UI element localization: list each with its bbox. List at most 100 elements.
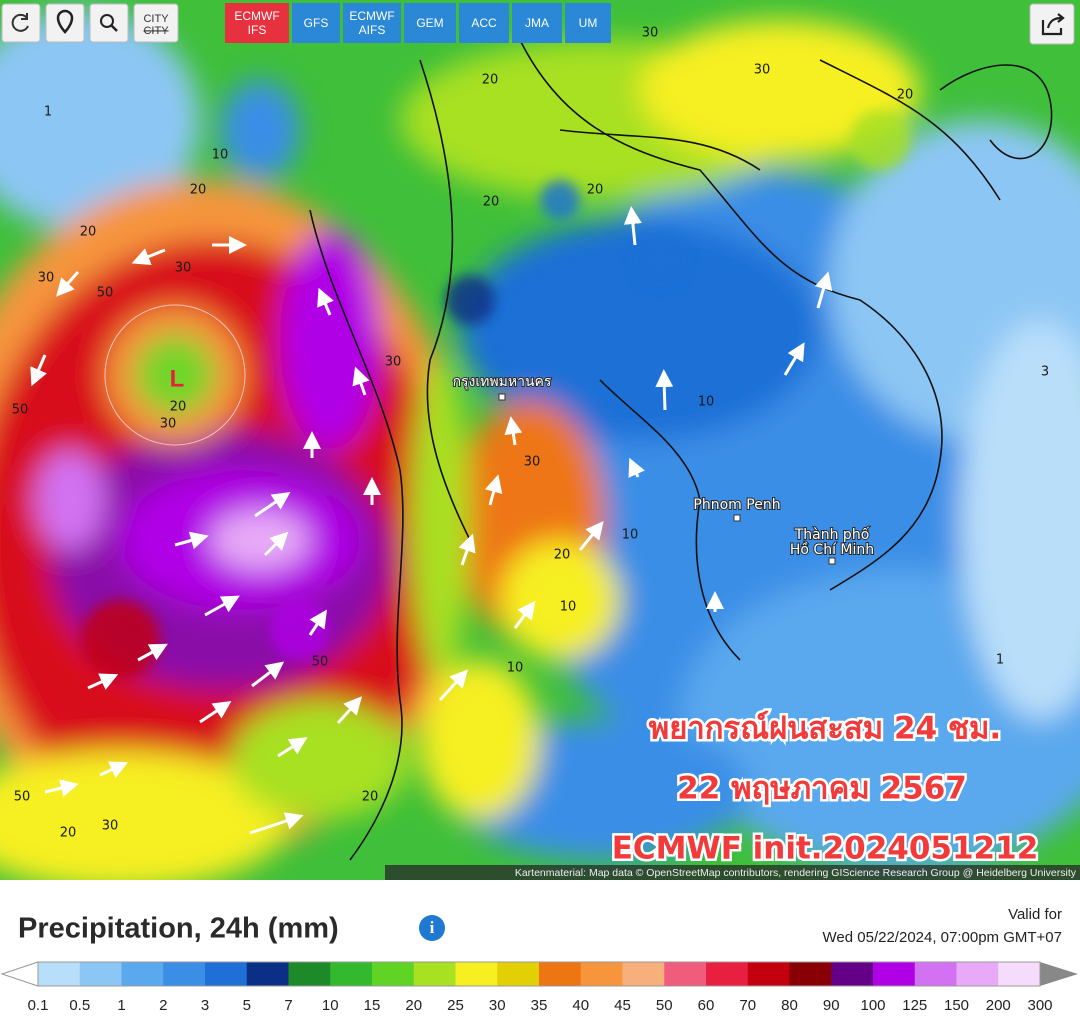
color-swatch <box>622 962 665 986</box>
scale-under <box>0 961 39 987</box>
contour-label: 30 <box>102 819 119 834</box>
share-icon <box>1041 13 1065 36</box>
refresh-icon <box>11 13 29 32</box>
contour-label: 10 <box>698 395 715 410</box>
contour-label: 20 <box>897 88 914 103</box>
attribution: Kartenmaterial: Map data © OpenStreetMap… <box>515 867 1077 879</box>
model-button-label: ECMWF <box>349 9 394 23</box>
scale-label: 60 <box>698 997 715 1014</box>
place-label: Phnom Penh <box>693 497 780 513</box>
scale-label: 35 <box>531 997 548 1014</box>
low-marker: L <box>170 365 185 392</box>
color-swatch <box>330 962 373 986</box>
place-dot <box>828 557 836 565</box>
scale-label: 80 <box>781 997 798 1014</box>
contour-label: 20 <box>80 225 97 240</box>
contour-label: 50 <box>312 655 329 670</box>
contour-label: 20 <box>190 183 207 198</box>
share-button[interactable] <box>1029 3 1075 45</box>
location-icon <box>56 9 74 34</box>
contour-label: 10 <box>622 528 639 543</box>
model-button[interactable] <box>565 3 611 43</box>
model-button-label: JMA <box>525 16 549 30</box>
contour-label: 10 <box>560 600 577 615</box>
color-swatch <box>246 962 289 986</box>
contour-label: 50 <box>97 286 114 301</box>
color-swatch <box>205 962 248 986</box>
model-button-label: AIFS <box>359 23 386 37</box>
overlay-line: ECMWF init.2024051212 <box>612 831 1039 867</box>
model-button[interactable] <box>459 3 509 43</box>
forecast-overlay: พยากรณ์ฝนสะสม 24 ชม. 22 พฤษภาคม 2567 ECM… <box>609 708 1041 869</box>
color-swatch <box>873 962 916 986</box>
color-swatch <box>38 962 81 986</box>
model-button[interactable] <box>225 3 289 43</box>
scale-label: 5 <box>243 997 251 1014</box>
model-button-label: IFS <box>248 23 267 37</box>
scale-label: 45 <box>614 997 631 1014</box>
location-button[interactable] <box>45 3 85 43</box>
city-button[interactable] <box>133 3 179 43</box>
model-button[interactable] <box>512 3 562 43</box>
refresh-button[interactable] <box>1 3 41 43</box>
model-button-label: ACC <box>471 16 497 30</box>
scale-label: 125 <box>902 997 927 1014</box>
contour-label: 20 <box>482 73 499 88</box>
model-button[interactable] <box>343 3 401 43</box>
valid-for: Valid for <box>1008 906 1062 923</box>
scale-label: 70 <box>739 997 756 1014</box>
scale-label: 25 <box>447 997 464 1014</box>
color-swatch <box>372 962 415 986</box>
scale-label: 40 <box>572 997 589 1014</box>
color-swatch <box>706 962 749 986</box>
info-button[interactable] <box>419 915 445 941</box>
color-swatch <box>747 962 790 986</box>
attribution-bar <box>385 865 1080 880</box>
contour-label: 20 <box>483 195 500 210</box>
city-button-label: CITY <box>143 25 169 37</box>
color-swatch <box>789 962 832 986</box>
scale-label: 1 <box>117 997 125 1014</box>
color-swatch <box>956 962 999 986</box>
scale-label: 50 <box>656 997 673 1014</box>
scale-label: 0.1 <box>28 997 49 1014</box>
contour-label: 20 <box>587 183 604 198</box>
model-button[interactable] <box>404 3 456 43</box>
valid-time: Wed 05/22/2024, 07:00pm GMT+07 <box>823 929 1062 946</box>
contour-label: 20 <box>362 790 379 805</box>
places: กรุงเทพมหานคร Phnom Penh Thành phố Hồ Ch… <box>452 373 875 565</box>
contour-label: 20 <box>554 548 571 563</box>
scale-frame <box>37 961 1041 987</box>
overlay-line: พยากรณ์ฝนสะสม 24 ชม. <box>649 711 1001 747</box>
model-button[interactable] <box>292 3 340 43</box>
contour-label: 30 <box>175 261 192 276</box>
model-button-label: UM <box>579 16 598 30</box>
zoom-button[interactable] <box>89 3 129 43</box>
borders <box>309 39 1053 861</box>
contour-label: 30 <box>642 26 659 41</box>
color-swatch <box>914 962 957 986</box>
scale-label: 10 <box>322 997 339 1014</box>
precip-field <box>0 0 1080 880</box>
contour-label: 10 <box>212 148 229 163</box>
color-swatch <box>664 962 707 986</box>
model-button-label: ECMWF <box>234 9 279 23</box>
scale-label: 15 <box>364 997 381 1014</box>
scale-label: 150 <box>944 997 969 1014</box>
place-dot <box>733 514 741 522</box>
place-label: กรุงเทพมหานคร <box>453 374 552 390</box>
low-ring <box>104 304 246 446</box>
scale-label: 200 <box>986 997 1011 1014</box>
map: L 1 10 20 20 30 30 50 20 30 50 30 20 20 … <box>0 0 1080 880</box>
legend: Precipitation, 24h (mm) i Valid for Wed … <box>0 906 1078 1014</box>
color-swatch <box>163 962 206 986</box>
contour-label: 30 <box>754 63 771 78</box>
contour-label: 3 <box>1041 365 1049 380</box>
color-swatch <box>288 962 331 986</box>
contour-labels: 1 10 20 20 30 30 50 20 30 50 30 20 20 10… <box>12 26 1049 841</box>
scale-label: 7 <box>284 997 292 1014</box>
scale-label: 300 <box>1027 997 1052 1014</box>
zoom-icon <box>100 14 114 28</box>
